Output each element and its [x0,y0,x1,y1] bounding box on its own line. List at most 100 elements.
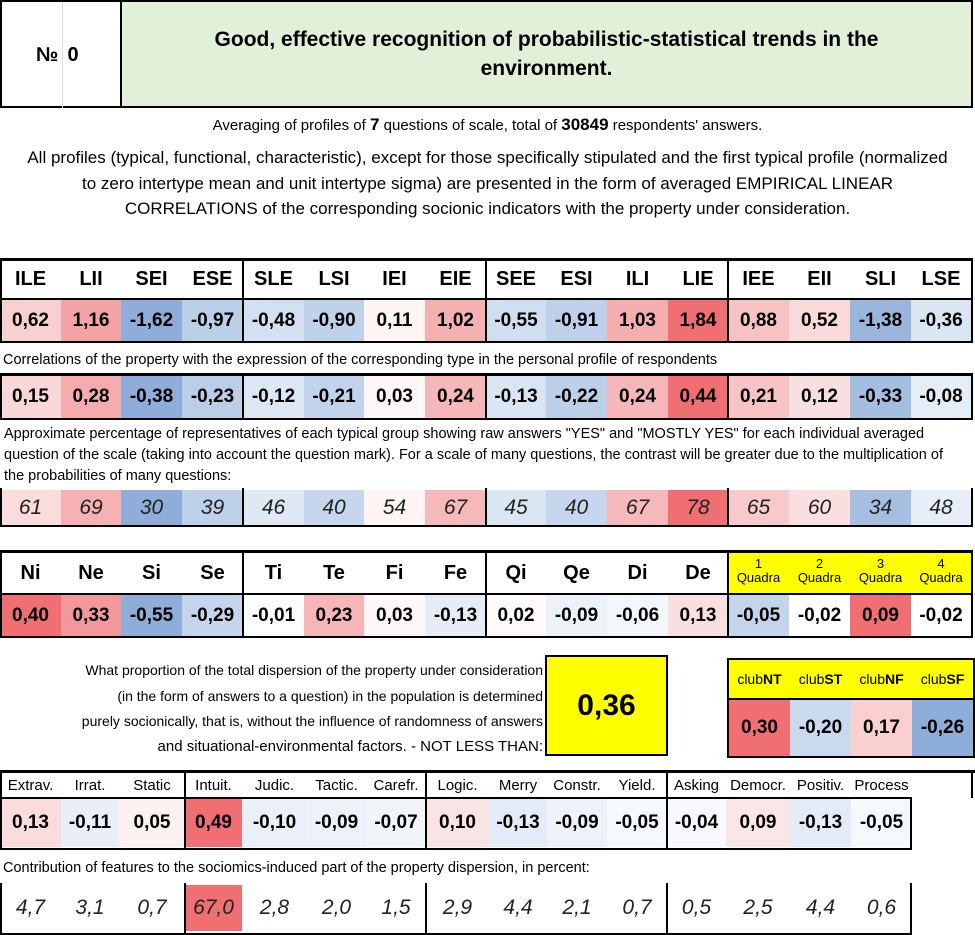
trait-header-tactic: Tactic. [315,777,358,794]
type-header-eii: EII [807,267,832,290]
averaging-pre: Averaging of profiles of [212,117,370,134]
trait-header-static: Static [133,777,171,794]
trait-contribution-value: 4,7 [0,885,61,931]
type-percentage-value: 54 [364,490,425,526]
type-percentage-value: 40 [304,490,364,526]
type-profile-value: -0,36 [911,300,971,342]
type-header-see: SEE [495,267,537,290]
rule [0,373,2,420]
trait-value: -0,10 [242,799,307,847]
function-value: -0,06 [607,595,668,636]
header-title-box: Good, effective recognition of probabili… [120,0,973,108]
rule [425,770,427,850]
contribution-label: Contribution of features to the sociomic… [3,860,590,876]
rule [971,770,973,798]
club-code: ST [824,671,843,687]
trait-header-extrav: Extrav. [7,777,54,794]
trait-header-carefr: Carefr. [373,777,419,794]
rule [0,797,912,799]
averaging-mid: questions of scale, total of [379,117,562,134]
type-correlation-value: 0,12 [789,376,850,418]
type-profile-value: 0,62 [0,300,61,342]
type-header-esi: ESI [560,267,593,290]
rule [910,797,912,850]
type-profile-value: -0,91 [546,300,607,342]
type-header-lse: LSE [921,267,961,290]
function-header-qi: Qi [505,561,527,584]
function-header-ti: Ti [264,561,283,584]
quadra-number: 4 [937,556,945,571]
trait-contribution-value: 3,1 [61,885,119,931]
rule [666,770,668,850]
type-profile-value: -1,62 [121,300,182,342]
quadra-number: 1 [754,556,763,571]
club-header-nf: club NF [851,660,912,698]
header-number-box: № 0 [0,0,122,108]
type-header-lii: LII [79,267,103,290]
function-header-fe: Fe [443,561,468,584]
type-correlation-value: 0,21 [728,376,789,418]
trait-header-yield: Yield. [618,777,656,794]
club-header-sf: club SF [912,660,973,698]
quadra-header-4: 4 Quadra [911,553,971,593]
trait-contribution-value: 2,5 [726,885,790,931]
type-percentage-value: 48 [911,490,971,526]
club-value: 0,30 [729,700,790,756]
type-correlation-value: -0,33 [850,376,911,418]
type-correlation-value: 0,28 [61,376,121,418]
rule [0,883,2,935]
trait-header-merry: Merry [498,777,538,794]
no-value: 0 [67,43,79,66]
trait-value: 0,13 [0,799,61,847]
rule [0,770,2,850]
type-percentage-value: 30 [121,490,182,526]
trait-value: -0,07 [366,799,426,847]
dispersion-text-line: and situational-environmental factors. -… [157,737,543,755]
club-value: 0,17 [851,700,912,756]
quadra-word: Quadra [797,570,842,585]
type-header-sei: SEI [135,267,168,290]
intro-text: All profiles (typical, functional, chara… [27,148,948,218]
dispersion-text-line: What proportion of the total dispersion … [85,662,543,678]
trait-header-asking: Asking [673,777,720,794]
trait-value: 0,10 [426,799,489,847]
trait-value: 0,09 [726,799,790,847]
rule [0,933,912,935]
function-value: 0,02 [486,595,546,636]
dispersion-text-line: purely socionically, that is, without th… [81,713,543,729]
type-correlation-value: -0,08 [911,376,971,418]
rule [0,258,2,342]
type-header-ili: ILI [625,267,650,290]
trait-value: -0,05 [607,799,667,847]
quadra-value: -0,05 [728,595,789,636]
type-correlation-value: -0,21 [304,376,364,418]
type-profile-value: 1,84 [668,300,728,342]
rule [971,488,973,527]
type-header-sli: SLI [864,267,897,290]
rule [242,258,244,342]
quadra-value: -0,02 [789,595,850,636]
type-correlation-value: -0,13 [486,376,546,418]
rule [485,488,487,527]
rule [425,883,427,935]
club-code: NF [885,671,904,687]
type-header-ile: ILE [14,267,47,290]
correlation-label: Correlations of the property with the ex… [3,352,718,368]
type-percentage-value: 45 [486,490,546,526]
rule [0,770,975,773]
club-code: NT [763,671,782,687]
quadra-value: 0,09 [850,595,911,636]
dispersion-text-line: (in the form of answers to a question) i… [117,687,543,704]
rule [727,698,973,700]
questions-count: 7 [370,115,380,134]
quadra-number: 3 [876,556,885,571]
trait-header-intuit: Intuit. [195,777,232,794]
trait-value: 0,05 [119,799,185,847]
trait-header-judic: Judic. [254,777,295,794]
type-percentage-value: 78 [668,490,728,526]
trait-header-process: Process [854,777,909,794]
type-profile-value: 1,16 [61,300,121,342]
function-header-qe: Qe [563,561,590,584]
trait-contribution-value: 4,4 [489,885,547,931]
trait-value: -0,04 [667,799,726,847]
